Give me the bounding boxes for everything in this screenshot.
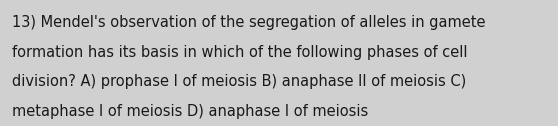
Text: metaphase I of meiosis D) anaphase I of meiosis: metaphase I of meiosis D) anaphase I of … [12, 104, 368, 119]
Text: division? A) prophase I of meiosis B) anaphase II of meiosis C): division? A) prophase I of meiosis B) an… [12, 74, 466, 89]
Text: formation has its basis in which of the following phases of cell: formation has its basis in which of the … [12, 45, 468, 60]
Text: 13) Mendel's observation of the segregation of alleles in gamete: 13) Mendel's observation of the segregat… [12, 15, 486, 30]
